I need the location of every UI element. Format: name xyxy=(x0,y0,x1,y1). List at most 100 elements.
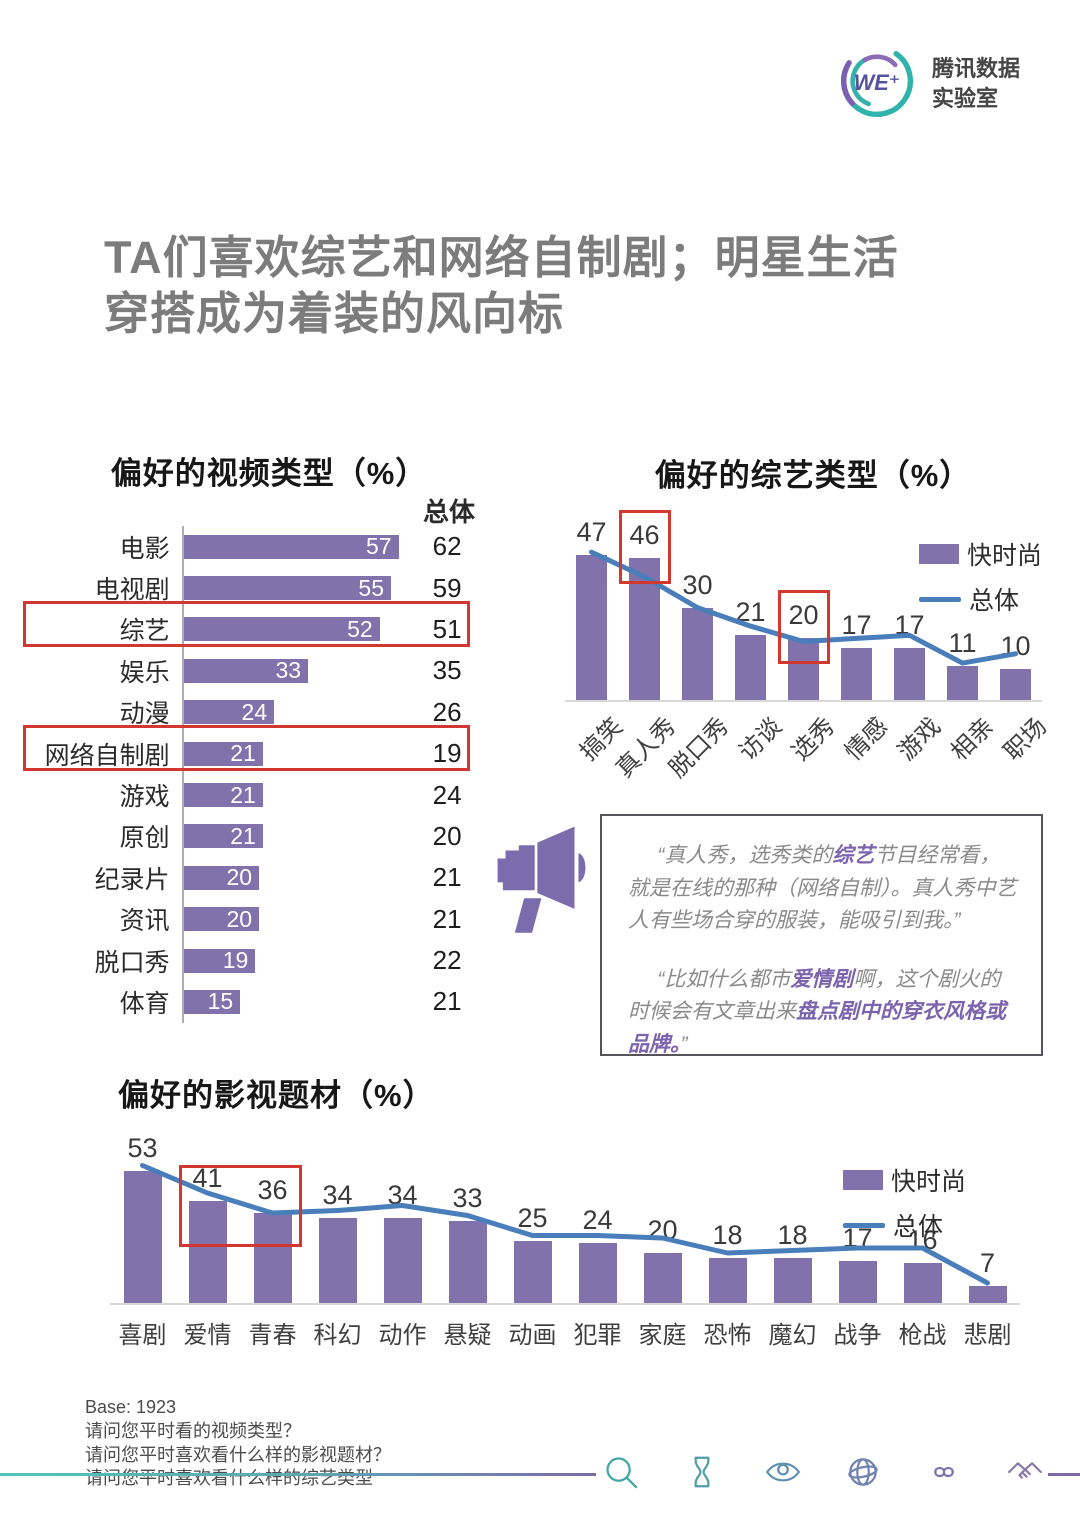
legend-item-line: 总体 xyxy=(918,581,1042,617)
video-type-bar-track: 24 xyxy=(181,691,416,733)
video-type-label: 脱口秀 xyxy=(94,948,170,977)
x-axis-label: 选秀 xyxy=(786,712,840,766)
combo-bar xyxy=(448,1220,487,1303)
video-type-bar-track: 21 xyxy=(181,732,416,775)
infinity-icon xyxy=(925,1453,963,1496)
video-type-bar-track: 15 xyxy=(181,981,416,1023)
x-axis-label: 真人秀 xyxy=(610,712,681,783)
video-type-label: 体育 xyxy=(119,989,170,1018)
x-axis-label: 喜剧 xyxy=(118,1322,167,1349)
combo-bar xyxy=(188,1200,227,1303)
legend-bar-label: 快时尚 xyxy=(966,542,1042,570)
video-type-label: 游戏 xyxy=(119,783,170,812)
video-type-bar: 57 xyxy=(183,533,399,560)
chart-video-types: 偏好的视频类型（%） 总体 电影 57 62 电视剧 55 59 综艺 52 51 娱乐 33 35 动… xyxy=(23,448,478,1023)
video-type-row: 纪录片 20 21 xyxy=(30,857,478,899)
x-axis-label: 战争 xyxy=(833,1322,882,1349)
combo-bar xyxy=(383,1218,422,1303)
video-type-bar: 24 xyxy=(183,698,275,725)
bar-value-label: 34 xyxy=(322,1180,353,1210)
video-type-bar-track: 55 xyxy=(181,567,416,609)
combo-bar xyxy=(947,666,978,700)
bar-value-label: 33 xyxy=(452,1182,483,1213)
column-header-total: 总体 xyxy=(422,497,475,527)
combo-bar xyxy=(903,1263,942,1303)
video-type-row: 娱乐 33 35 xyxy=(30,650,478,692)
video-type-row: 电影 57 62 xyxy=(30,526,478,568)
x-axis-label: 相亲 xyxy=(945,712,999,766)
total-value: 19 xyxy=(432,738,462,769)
video-type-label: 资讯 xyxy=(119,907,170,936)
bar-value-label: 24 xyxy=(241,698,268,725)
x-axis-label: 枪战 xyxy=(898,1322,947,1349)
footer-notes: Base: 1923 请问您平时看的视频类型？ 请问您平时喜欢看什么样的影视题材… xyxy=(85,1396,391,1491)
combo-bar xyxy=(788,638,819,700)
video-type-bar: 19 xyxy=(183,947,256,973)
highlight-box xyxy=(618,510,671,585)
video-type-bar: 55 xyxy=(183,574,392,601)
video-type-bar: 52 xyxy=(183,616,380,642)
video-type-bar: 20 xyxy=(183,905,260,932)
x-axis-label: 访谈 xyxy=(733,712,787,766)
bar-value-label: 25 xyxy=(517,1202,548,1233)
combo-bar xyxy=(513,1240,552,1303)
bar-value-label: 55 xyxy=(358,574,385,601)
bar-value-label: 17 xyxy=(841,609,872,640)
bar-value-label: 21 xyxy=(230,740,256,767)
combo-bar xyxy=(1000,669,1031,700)
highlight-box xyxy=(777,590,830,665)
line-swatch xyxy=(918,596,961,602)
combo-bar xyxy=(253,1213,292,1303)
video-type-bar: 21 xyxy=(183,782,263,808)
video-type-bar-track: 21 xyxy=(181,774,416,816)
video-type-bar: 21 xyxy=(183,740,263,767)
x-axis-label: 职场 xyxy=(998,712,1052,766)
hourglass-icon xyxy=(683,1453,721,1496)
x-axis-label: 科幻 xyxy=(313,1322,362,1349)
highlight-box xyxy=(178,1164,302,1247)
variety-legend: 快时尚 总体 xyxy=(918,536,1042,626)
video-type-row: 游戏 21 24 xyxy=(30,774,478,816)
bar-value-label: 7 xyxy=(979,1247,996,1278)
combo-bar xyxy=(838,1260,877,1303)
total-value: 26 xyxy=(432,696,462,727)
total-value: 35 xyxy=(432,655,462,686)
chart-variety-types: 偏好的综艺类型（%） 47 搞笑 46 真人秀 30 脱口秀 21 访谈 20 选秀 17 情感 17 游… xyxy=(555,448,1060,808)
combo-bar xyxy=(318,1218,357,1303)
total-value: 20 xyxy=(432,820,462,851)
video-type-label: 电视剧 xyxy=(94,576,170,605)
video-type-bar-track: 20 xyxy=(181,857,416,899)
video-type-row: 资讯 20 21 xyxy=(30,898,478,940)
quote-segment: “真人秀，选秀类的 xyxy=(657,844,833,867)
combo-bar xyxy=(123,1170,162,1303)
logo-brand-name: 腾讯数据 实验室 xyxy=(932,55,1021,111)
page-title: TA们喜欢综艺和网络自制剧；明星生活 穿搭成为着装的风向标 xyxy=(104,232,899,340)
total-value: 21 xyxy=(432,986,462,1017)
chart-variety-types-title: 偏好的综艺类型（%） xyxy=(654,458,972,493)
bar-value-label: 57 xyxy=(365,533,392,560)
combo-bar xyxy=(682,607,713,700)
x-axis-label: 悲剧 xyxy=(963,1322,1012,1349)
bar-value-label: 18 xyxy=(712,1220,743,1250)
quote-text: “真人秀，选秀类的综艺节目经常看，就是在线的那种（网络自制）。真人秀中艺人有些场… xyxy=(628,840,1017,938)
total-value: 59 xyxy=(432,572,462,603)
x-axis-label: 游戏 xyxy=(892,712,946,766)
tencent-data-lab-logo: WE⁺ 腾讯数据 实验室 xyxy=(836,40,1020,127)
bar-value-label: 46 xyxy=(629,520,660,551)
quote-box: “真人秀，选秀类的综艺节目经常看，就是在线的那种（网络自制）。真人秀中艺人有些场… xyxy=(600,814,1043,1056)
bar-value-label: 15 xyxy=(207,988,234,1015)
footer-icon-row xyxy=(602,1455,1044,1493)
x-axis-label: 青春 xyxy=(248,1322,297,1349)
chart-film-genres-title: 偏好的影视题材（%） xyxy=(118,1078,435,1113)
bar-value-label: 18 xyxy=(777,1220,808,1250)
video-type-bar: 15 xyxy=(183,988,241,1015)
video-type-row: 动漫 24 26 xyxy=(30,691,478,733)
bar-value-label: 20 xyxy=(226,905,253,932)
chart-film-genres: 偏好的影视题材（%） 53 喜剧 41 爱情 36 青春 34 科幻 34 动作 33 悬疑 25 动画 2… xyxy=(40,1062,1050,1362)
quote-segment: 节目经常看，就是在线的那种（网络自制）。真人秀中艺人有些场合穿的服装，能吸引到我… xyxy=(628,844,1017,933)
video-type-row: 电视剧 55 59 xyxy=(30,567,478,609)
bar-value-label: 53 xyxy=(127,1132,158,1163)
total-line-series xyxy=(589,549,1018,666)
svg-text:WE⁺: WE⁺ xyxy=(854,70,901,95)
